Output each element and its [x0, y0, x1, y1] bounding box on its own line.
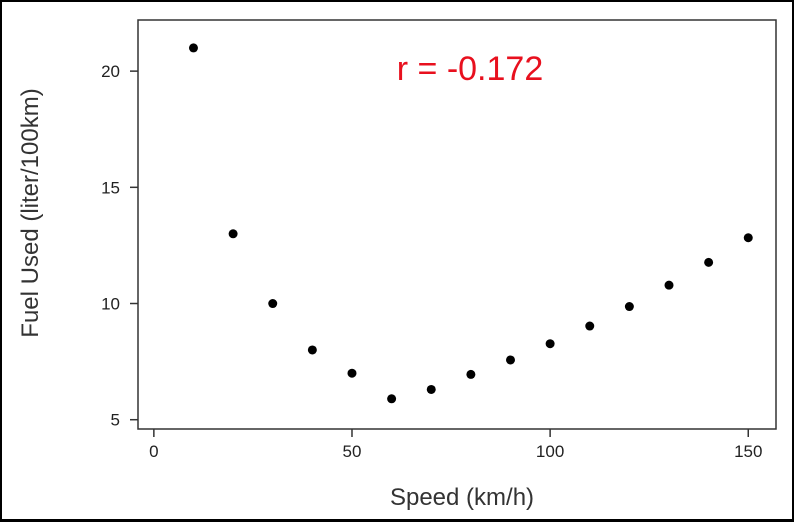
y-tick-label: 10 — [101, 295, 120, 314]
data-point — [466, 369, 476, 379]
data-point — [347, 368, 357, 378]
data-point — [505, 355, 515, 365]
data-point — [307, 345, 317, 355]
data-point — [426, 384, 436, 394]
data-point — [624, 302, 634, 312]
y-axis-title: Fuel Used (liter/100km) — [17, 88, 44, 337]
data-point — [228, 229, 238, 239]
x-tick-label: 150 — [734, 442, 762, 461]
data-point — [387, 394, 397, 404]
x-axis: 0 50 100 150 — [149, 429, 762, 461]
y-axis: 5 10 15 20 — [101, 62, 138, 430]
data-point — [704, 257, 714, 267]
y-tick-label: 5 — [111, 411, 120, 430]
data-point — [268, 299, 278, 309]
x-tick-label: 100 — [536, 442, 564, 461]
y-tick-label: 20 — [101, 62, 120, 81]
x-tick-label: 0 — [149, 442, 158, 461]
data-point — [188, 43, 198, 53]
data-points — [188, 43, 753, 404]
data-point — [585, 321, 595, 331]
x-tick-label: 50 — [343, 442, 362, 461]
data-point — [545, 339, 555, 349]
plot-area — [137, 19, 777, 430]
annotation-correlation: r = -0.172 — [397, 50, 543, 88]
y-tick-label: 15 — [101, 178, 120, 197]
data-point — [743, 233, 753, 243]
x-axis-title: Speed (km/h) — [390, 484, 534, 511]
data-point — [664, 280, 674, 290]
